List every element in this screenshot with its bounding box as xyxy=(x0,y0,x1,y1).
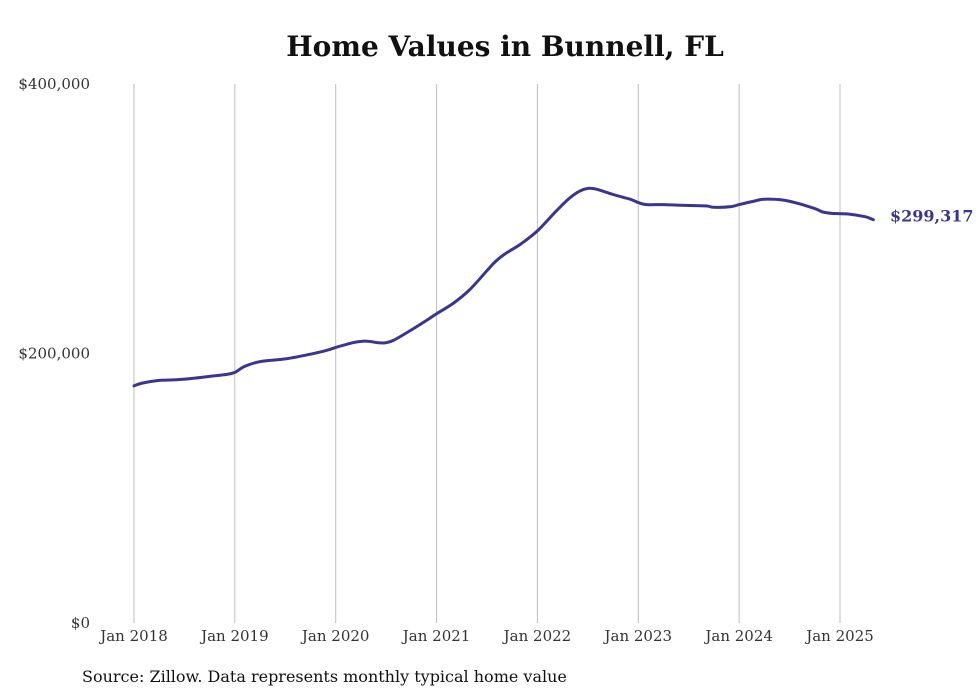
y-tick-label: $0 xyxy=(71,614,90,632)
x-tick-label: Jan 2024 xyxy=(703,627,773,645)
x-tick-label: Jan 2022 xyxy=(502,627,572,645)
x-tick-label: Jan 2018 xyxy=(98,627,168,645)
y-tick-label: $200,000 xyxy=(18,345,90,363)
x-tick-label: Jan 2019 xyxy=(199,627,269,645)
end-value-label: $299,317 xyxy=(890,207,974,226)
gridlines xyxy=(133,84,841,623)
series-layer: $299,317 xyxy=(132,186,974,388)
x-tick-label: Jan 2025 xyxy=(804,627,874,645)
chart-title: Home Values in Bunnell, FL xyxy=(286,30,724,63)
y-axis-ticks: $0 $200,000 $400,000 xyxy=(18,75,90,632)
y-tick-label: $400,000 xyxy=(18,75,90,93)
x-tick-label: Jan 2020 xyxy=(300,627,370,645)
x-axis-ticks: Jan 2018 Jan 2019 Jan 2020 Jan 2021 Jan 2022… xyxy=(98,627,874,645)
x-tick-label: Jan 2023 xyxy=(603,627,673,645)
home-value-line xyxy=(132,186,875,388)
x-tick-label: Jan 2021 xyxy=(401,627,471,645)
source-note: Source: Zillow. Data represents monthly … xyxy=(82,667,567,686)
line-chart: $0$200,000$400,000 Jan 2018 Jan 2019 Jan 2… xyxy=(18,75,974,645)
